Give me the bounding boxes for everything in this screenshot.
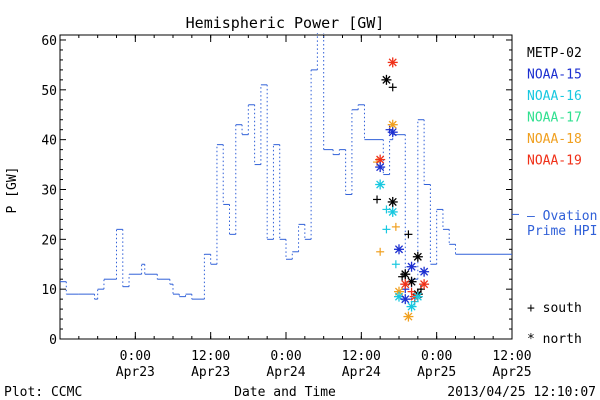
- south-point: [382, 205, 391, 214]
- ovation-series: [60, 33, 512, 300]
- north-point: [387, 196, 398, 207]
- x-tick-label-time: 0:00: [270, 349, 301, 364]
- legend: METP-02 NOAA-15 NOAA-16 NOAA-17 NOAA-18 NOAA-…: [512, 46, 597, 347]
- north-point-stroke: [388, 128, 397, 137]
- south-point: [391, 222, 400, 231]
- north-point: [412, 291, 423, 302]
- legend-entry-noaa-18: NOAA-18: [527, 132, 582, 147]
- north-point-stroke: [388, 120, 397, 129]
- y-tick-label: 60: [41, 34, 57, 49]
- north-point-stroke: [407, 262, 416, 271]
- north-point-stroke: [388, 207, 397, 216]
- y-tick-label: 50: [41, 84, 57, 99]
- x-tick-label-date: Apr24: [342, 365, 381, 380]
- north-point-stroke: [382, 75, 391, 84]
- legend-ovation-line2: Prime HPI: [527, 224, 597, 239]
- north-point-stroke: [420, 267, 429, 276]
- legend-south: + south: [527, 301, 582, 316]
- legend-north: * north: [527, 332, 582, 347]
- chart-title: Hemispheric Power [GW]: [186, 14, 385, 32]
- legend-ovation-line1: – Ovation: [527, 209, 597, 224]
- legend-entry-noaa-15: NOAA-15: [527, 68, 582, 83]
- legend-entry-noaa-17: NOAA-17: [527, 111, 582, 126]
- y-tick-label: 30: [41, 183, 57, 198]
- north-point: [400, 294, 411, 305]
- plot-frame: [59, 34, 513, 340]
- y-axis-label: P [GW]: [5, 167, 20, 214]
- north-point: [375, 162, 386, 173]
- south-point: [404, 230, 413, 239]
- north-point-stroke: [420, 280, 429, 289]
- legend-entry-metp-02: METP-02: [527, 46, 582, 61]
- north-point: [412, 251, 423, 262]
- north-point: [400, 269, 411, 280]
- x-tick-label-date: Apr25: [417, 365, 456, 380]
- x-tick-label-time: 0:00: [120, 349, 151, 364]
- x-tick-label-time: 12:00: [492, 349, 531, 364]
- x-tick-label-date: Apr23: [116, 365, 155, 380]
- north-point-stroke: [388, 197, 397, 207]
- y-tick-label: 20: [41, 233, 57, 248]
- timestamp: 2013/04/25 12:10:07: [447, 385, 596, 400]
- north-point: [403, 311, 414, 322]
- south-point: [376, 247, 385, 256]
- north-point: [375, 179, 386, 190]
- north-point: [394, 244, 404, 255]
- north-point: [387, 127, 398, 138]
- north-point: [400, 279, 411, 290]
- x-tick-label-time: 12:00: [191, 349, 230, 364]
- x-tick-label-date: Apr24: [266, 365, 305, 380]
- x-axis-label: Date and Time: [234, 385, 336, 400]
- north-point: [375, 154, 386, 165]
- north-point-stroke: [401, 295, 410, 304]
- north-point-stroke: [376, 163, 385, 172]
- north-point-stroke: [413, 292, 422, 301]
- north-point: [387, 206, 398, 217]
- y-tick-label: 40: [41, 134, 57, 149]
- north-point-stroke: [376, 180, 385, 189]
- north-point: [419, 279, 430, 290]
- north-point-stroke: [401, 270, 410, 279]
- north-point: [419, 266, 430, 277]
- legend-entry-noaa-19: NOAA-19: [527, 154, 582, 169]
- plot-credit: Plot: CCMC: [4, 385, 82, 400]
- plot-area: 01020304050600:00Apr2312:00Apr230:00Apr2…: [41, 33, 532, 380]
- x-tick-label-time: 12:00: [342, 349, 381, 364]
- south-point: [382, 225, 391, 234]
- north-point: [406, 261, 417, 272]
- south-point: [373, 195, 382, 204]
- north-point: [406, 301, 417, 312]
- north-point: [381, 74, 392, 85]
- south-point: [388, 83, 397, 92]
- north-point-stroke: [413, 252, 422, 261]
- north-point-stroke: [401, 280, 410, 289]
- x-tick-label-time: 0:00: [421, 349, 452, 364]
- x-tick-label-date: Apr23: [191, 365, 230, 380]
- north-point-stroke: [394, 292, 404, 301]
- north-point-stroke: [407, 302, 416, 311]
- north-point-stroke: [394, 245, 404, 254]
- y-tick-label: 0: [49, 333, 57, 348]
- x-tick-label-date: Apr25: [492, 365, 531, 380]
- legend-entry-noaa-16: NOAA-16: [527, 89, 582, 104]
- north-point: [387, 57, 398, 68]
- y-tick-label: 10: [41, 283, 57, 298]
- south-point: [391, 260, 400, 269]
- north-point-stroke: [376, 155, 385, 164]
- north-point-stroke: [388, 58, 397, 67]
- north-point-stroke: [404, 312, 413, 321]
